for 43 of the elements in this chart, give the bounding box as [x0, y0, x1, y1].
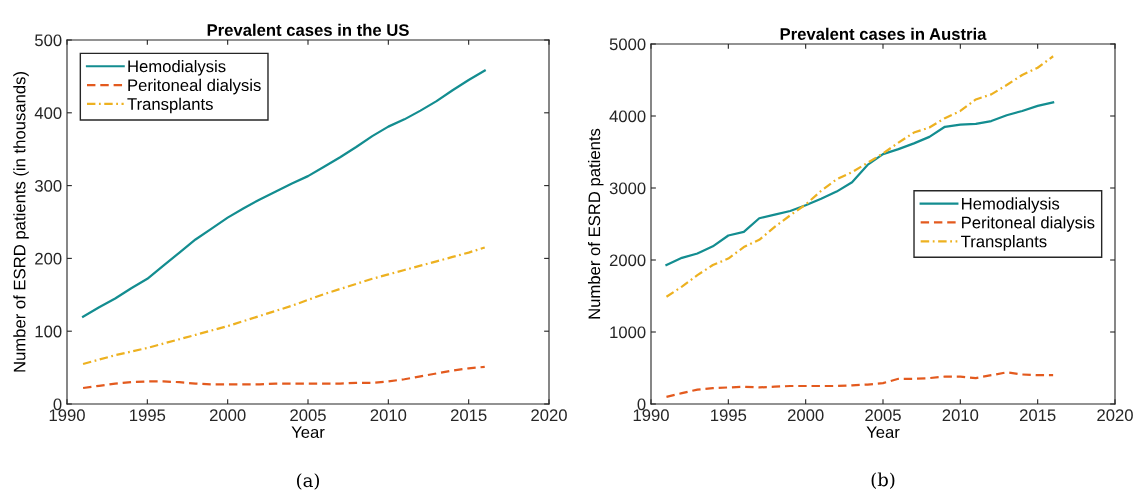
y-tick-label: 200 — [35, 252, 62, 265]
x-tick-label: 1990 — [633, 409, 669, 422]
y-tick-label: 1000 — [610, 326, 646, 339]
y-tick-label: 2000 — [609, 254, 646, 267]
line-series — [81, 365, 486, 390]
y-tick-label: 3000 — [609, 182, 646, 195]
y-tick-label: 100 — [35, 325, 62, 338]
legend-label: Hemodialysis — [128, 60, 226, 76]
x-axis-title: Year — [866, 426, 900, 439]
line-series — [81, 246, 486, 366]
x-tick-label: 2020 — [531, 409, 567, 422]
x-tick-label: 2000 — [209, 409, 246, 422]
y-tick-label: 300 — [34, 180, 62, 192]
x-tick-label: 2005 — [865, 409, 901, 422]
y-tick-label: 0 — [53, 398, 62, 411]
legend-label: Peritoneal dialysis — [962, 216, 1095, 232]
y-tick-label: 5000 — [609, 38, 646, 51]
x-tick-label: 2010 — [370, 409, 407, 422]
x-axis-title: Year — [291, 426, 325, 439]
text: (a) — [297, 473, 319, 490]
line-series — [665, 371, 1055, 398]
y-tick-label: 400 — [34, 107, 62, 119]
x-tick-label: 1995 — [130, 409, 166, 422]
y-tick-label: 4000 — [609, 110, 646, 123]
y-axis-title: Number of ESRD patients — [587, 128, 604, 319]
legend-label: Hemodialysis — [962, 197, 1060, 213]
x-tick-label: 2010 — [942, 409, 979, 422]
text: (b) — [871, 472, 895, 489]
chart-title: Prevalent cases in Austria — [780, 27, 987, 40]
x-tick-label: 2015 — [1019, 409, 1056, 422]
y-axis-title: Number of ESRD patients (in thousands) — [13, 72, 29, 372]
x-tick-label: 2020 — [1097, 409, 1133, 422]
x-tick-label: 1990 — [49, 409, 85, 422]
legend-label: Peritoneal dialysis — [128, 78, 261, 95]
legend-label: Transplants — [127, 97, 213, 114]
x-tick-label: 2005 — [290, 409, 326, 422]
y-tick-label: 500 — [35, 34, 62, 47]
x-tick-label: 1995 — [711, 409, 747, 422]
x-tick-label: 2015 — [450, 409, 487, 422]
x-tick-label: 2000 — [787, 409, 824, 422]
y-tick-label: 0 — [637, 398, 646, 411]
chart-title: Prevalent cases in the US — [207, 23, 409, 36]
legend-label: Transplants — [961, 235, 1047, 251]
